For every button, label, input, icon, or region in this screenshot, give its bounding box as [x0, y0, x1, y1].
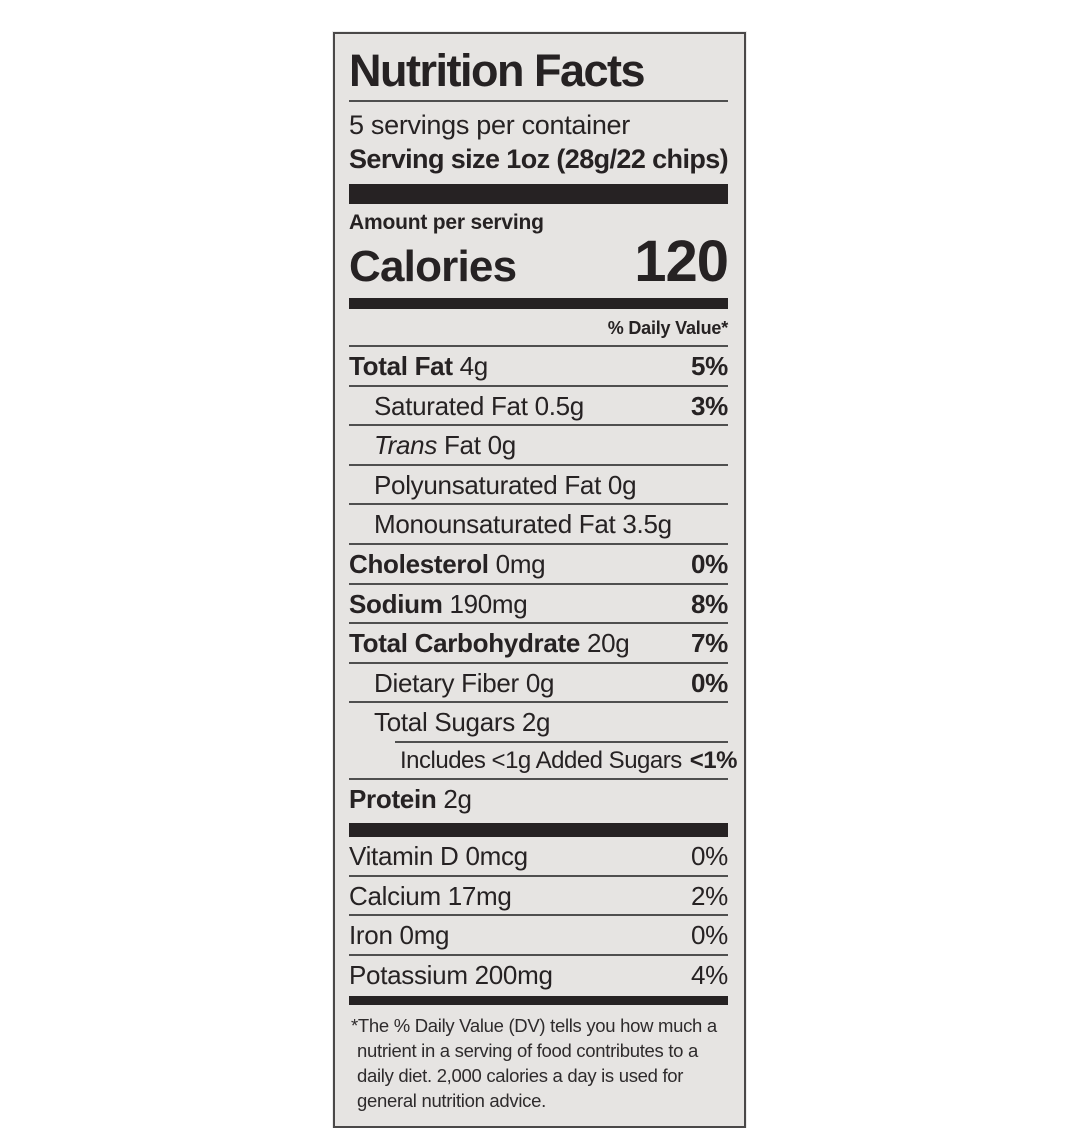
- nutrient-name-amount: Includes <1g Added Sugars: [400, 747, 682, 775]
- divider-bar-thick: [349, 184, 728, 205]
- daily-value-percent: 8%: [691, 588, 728, 619]
- daily-value-percent: 0%: [691, 920, 728, 951]
- nutrient-row: Cholesterol 0mg 0%: [349, 543, 728, 583]
- nutrient-row: Dietary Fiber 0g 0%: [349, 661, 728, 702]
- daily-value-header: % Daily Value*: [607, 318, 728, 339]
- nutrient-name-amount: Vitamin D 0mcg: [349, 841, 528, 871]
- nutrient-row: Saturated Fat 0.5g 3%: [349, 384, 728, 425]
- daily-value-percent: 4%: [691, 959, 728, 990]
- nutrient-name-amount: Cholesterol 0mg: [349, 549, 546, 580]
- nutrient-name-amount: Total Carbohydrate 20g: [349, 628, 630, 659]
- nutrient-row: Monounsaturated Fat 3.5g: [349, 503, 728, 543]
- nutrient-name-amount: Protein 2g: [349, 784, 472, 815]
- nutrient-row: Total Sugars 2g: [349, 701, 728, 741]
- serving-size: Serving size 1oz (28g/22 chips): [349, 144, 729, 175]
- daily-value-percent: 2%: [691, 880, 728, 911]
- nutrient-name-amount: Monounsaturated Fat 3.5g: [374, 509, 672, 540]
- daily-value-percent: 0%: [691, 667, 728, 698]
- vitamin-rows: Vitamin D 0mcg 0% Calcium 17mg 2% Iron 0mg 0%…: [349, 837, 728, 993]
- daily-value-percent: <1%: [689, 747, 738, 775]
- nutrient-row: Vitamin D 0mcg 0%: [349, 837, 728, 875]
- nutrient-name-amount: Total Fat 4g: [349, 351, 488, 382]
- nutrient-row: Iron 0mg 0%: [349, 914, 728, 954]
- nutrient-row: Total Fat 4g 5%: [349, 345, 728, 385]
- daily-value-percent: 3%: [691, 390, 728, 421]
- servings-per-container: 5 servings per container: [349, 110, 630, 140]
- nutrient-row: Includes <1g Added Sugars <1%: [395, 741, 737, 778]
- nutrient-name-amount: Sodium 190mg: [349, 588, 528, 619]
- nutrient-name-amount: Potassium 200mg: [349, 959, 553, 990]
- amount-per-serving-label: Amount per serving: [349, 211, 544, 235]
- calories-label: Calories: [349, 242, 517, 292]
- nutrition-facts-label: Nutrition Facts 5 servings per container…: [333, 32, 746, 1128]
- nutrient-name-amount: Calcium 17mg: [349, 880, 512, 911]
- nutrient-name-amount: Trans Fat 0g: [374, 430, 516, 461]
- divider-bar-thick-lower: [349, 823, 728, 837]
- daily-value-percent: 5%: [691, 351, 728, 382]
- nutrient-row: Calcium 17mg 2%: [349, 874, 728, 915]
- calories-row: Calories 120: [349, 229, 729, 295]
- daily-value-percent: 0%: [691, 841, 728, 871]
- nutrient-name-amount: Saturated Fat 0.5g: [374, 390, 584, 421]
- daily-value-percent: 0%: [691, 549, 728, 580]
- nutrient-row: Potassium 200mg 4%: [349, 953, 728, 994]
- nutrient-row: Total Carbohydrate 20g 7%: [349, 622, 728, 662]
- nutrient-row: Polyunsaturated Fat 0g: [349, 463, 728, 504]
- label-title: Nutrition Facts: [349, 48, 728, 102]
- nutrient-row: Protein 2g: [349, 778, 728, 818]
- nutrient-name-amount: Polyunsaturated Fat 0g: [374, 469, 637, 500]
- divider-bar-bottom: [349, 996, 728, 1006]
- daily-value-footnote: *The % Daily Value (DV) tells you how mu…: [351, 1015, 717, 1111]
- nutrient-row: Sodium 190mg 8%: [349, 582, 728, 623]
- nutrient-row: Trans Fat 0g: [349, 424, 728, 464]
- nutrient-rows: Total Fat 4g 5% Saturated Fat 0.5g 3% Trans …: [349, 345, 737, 818]
- nutrient-name-amount: Iron 0mg: [349, 920, 450, 951]
- calories-value: 120: [634, 229, 729, 295]
- nutrient-name-amount: Total Sugars 2g: [374, 707, 551, 738]
- nutrient-name-amount: Dietary Fiber 0g: [374, 667, 555, 698]
- daily-value-percent: 7%: [691, 628, 728, 659]
- divider-bar-medium: [349, 298, 728, 310]
